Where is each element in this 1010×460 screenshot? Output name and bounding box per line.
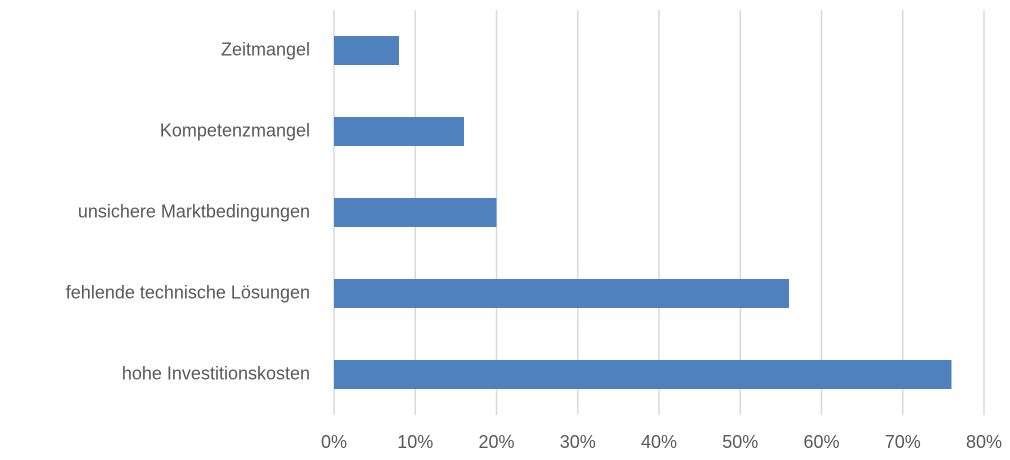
y-tick-label: unsichere Marktbedingungen (78, 201, 310, 221)
y-tick-label: Kompetenzmangel (160, 120, 310, 140)
x-tick-label: 70% (885, 432, 921, 452)
x-tick-label: 80% (966, 432, 1002, 452)
bar (334, 36, 399, 65)
x-tick-label: 60% (803, 432, 839, 452)
bar (334, 198, 497, 227)
bar (334, 279, 789, 308)
y-tick-label: hohe Investitionskosten (122, 363, 310, 383)
bar (334, 117, 464, 146)
y-tick-label: fehlende technische Lösungen (66, 282, 310, 302)
x-tick-label: 20% (478, 432, 514, 452)
x-tick-label: 50% (722, 432, 758, 452)
x-tick-label: 40% (641, 432, 677, 452)
bar (334, 360, 952, 389)
x-tick-label: 0% (321, 432, 347, 452)
x-tick-label: 30% (560, 432, 596, 452)
y-tick-label: Zeitmangel (221, 39, 310, 59)
x-tick-label: 10% (397, 432, 433, 452)
